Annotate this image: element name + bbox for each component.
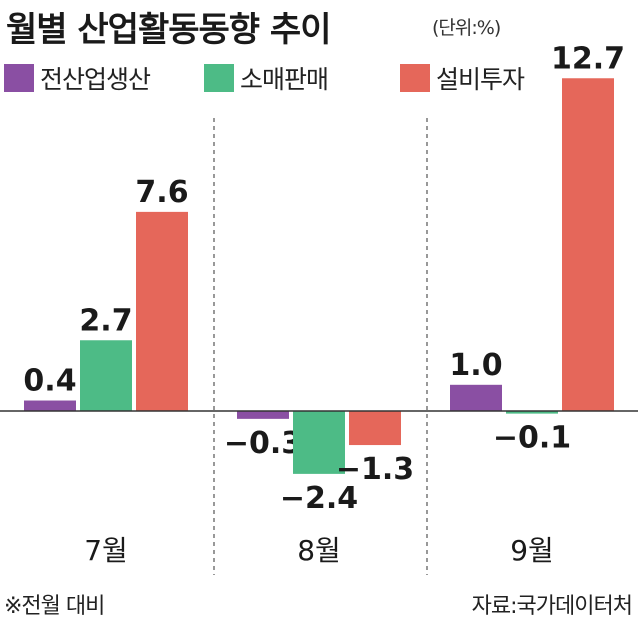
value-label-facility-investment-3: 12.7 [551, 41, 625, 76]
legend-label-retail-sales: 소매판매 [240, 65, 329, 94]
legend-swatch-retail-sales [204, 64, 234, 92]
value-label-retail-sales-2: −2.4 [280, 481, 358, 516]
legend-swatch-facility-investment [400, 64, 430, 92]
bar-retail-sales-1 [80, 340, 132, 411]
value-label-industrial-production-1: 0.4 [23, 364, 76, 399]
legend-item-facility-investment: 설비투자 [400, 60, 525, 96]
value-label-industrial-production-3: 1.0 [449, 348, 502, 383]
legend-label-facility-investment: 설비투자 [436, 65, 525, 94]
chart-title: 월별 산업활동동향 추이 [6, 10, 331, 50]
legend-swatch-industrial-production [4, 64, 34, 92]
unit-label: (단위:%) [432, 17, 501, 39]
legend-item-retail-sales: 소매판매 [204, 60, 329, 96]
bar-industrial-production-3 [450, 384, 502, 411]
value-label-retail-sales-3: −0.1 [493, 421, 571, 456]
legend: 전산업생산 소매판매 설비투자 [4, 60, 634, 100]
bar-facility-investment-2 [349, 411, 401, 446]
value-label-facility-investment-1: 7.6 [135, 175, 188, 210]
month-label-2: 8월 [297, 534, 341, 567]
month-label-1: 7월 [84, 534, 128, 567]
bar-retail-sales-2 [293, 411, 345, 474]
bar-facility-investment-3 [562, 78, 614, 411]
value-label-facility-investment-2: −1.3 [336, 452, 414, 487]
footnote: ※전월 대비 [4, 594, 105, 619]
value-label-industrial-production-2: −0.3 [224, 426, 302, 461]
legend-label-industrial-production: 전산업생산 [40, 65, 151, 94]
bar-facility-investment-1 [136, 211, 188, 411]
source-label: 자료:국가데이터처 [471, 594, 633, 619]
bar-industrial-production-2 [237, 411, 289, 419]
bar-retail-sales-3 [506, 411, 558, 414]
bar-industrial-production-1 [24, 400, 76, 411]
legend-item-industrial-production: 전산업생산 [4, 60, 151, 96]
month-label-3: 9월 [510, 534, 554, 567]
value-label-retail-sales-1: 2.7 [79, 303, 132, 338]
